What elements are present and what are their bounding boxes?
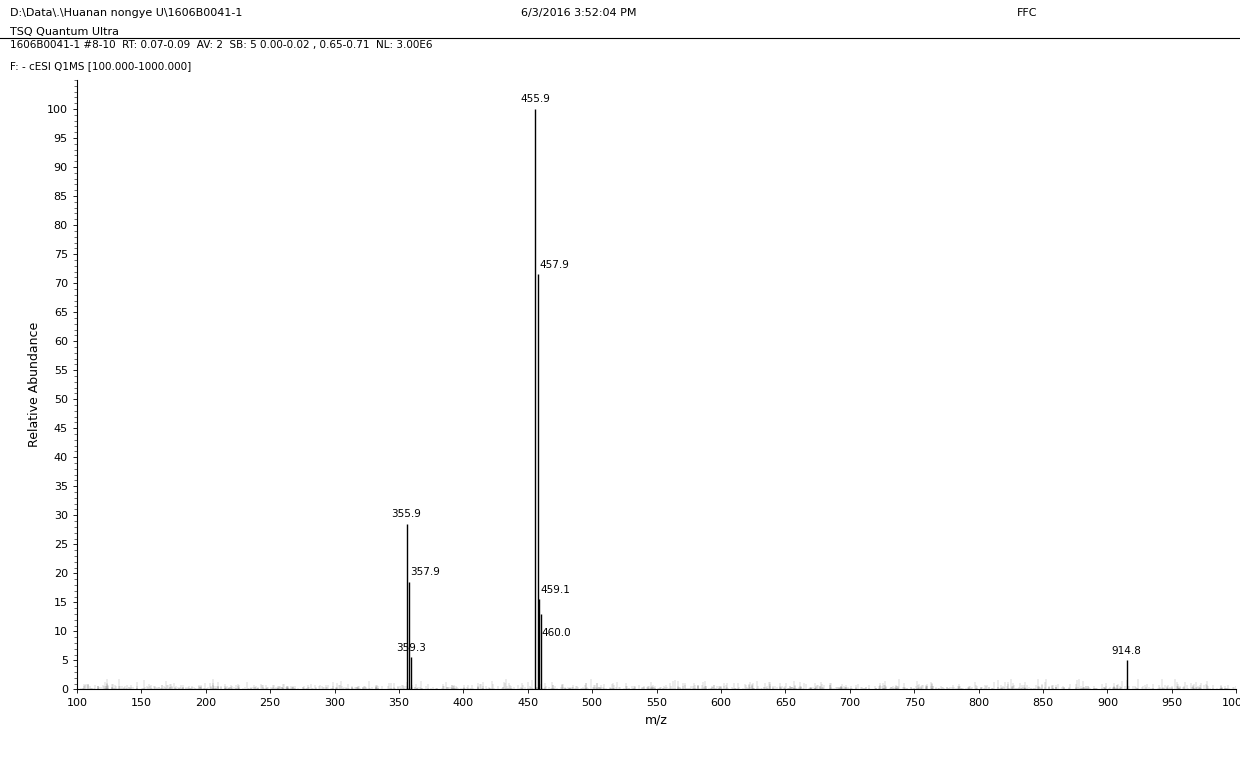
Text: 455.9: 455.9 bbox=[521, 94, 551, 104]
Text: 355.9: 355.9 bbox=[392, 509, 422, 520]
Text: 460.0: 460.0 bbox=[542, 629, 572, 639]
Text: 459.1: 459.1 bbox=[541, 585, 570, 595]
Text: 1606B0041-1 #8-10  RT: 0.07-0.09  AV: 2  SB: 5 0.00-0.02 , 0.65-0.71  NL: 3.00E6: 1606B0041-1 #8-10 RT: 0.07-0.09 AV: 2 SB… bbox=[10, 40, 433, 50]
Text: F: - cESI Q1MS [100.000-1000.000]: F: - cESI Q1MS [100.000-1000.000] bbox=[10, 61, 191, 71]
Text: 457.9: 457.9 bbox=[539, 259, 569, 270]
Text: FFC: FFC bbox=[1017, 8, 1038, 18]
Text: D:\Data\.\Huanan nongye U\1606B0041-1: D:\Data\.\Huanan nongye U\1606B0041-1 bbox=[10, 8, 242, 18]
Text: TSQ Quantum Ultra: TSQ Quantum Ultra bbox=[10, 26, 119, 37]
Text: 914.8: 914.8 bbox=[1111, 646, 1142, 656]
Text: 357.9: 357.9 bbox=[410, 567, 440, 577]
Y-axis label: Relative Abundance: Relative Abundance bbox=[29, 322, 41, 447]
X-axis label: m/z: m/z bbox=[645, 714, 668, 727]
Text: 6/3/2016 3:52:04 PM: 6/3/2016 3:52:04 PM bbox=[521, 8, 636, 18]
Text: 359.3: 359.3 bbox=[396, 643, 425, 653]
